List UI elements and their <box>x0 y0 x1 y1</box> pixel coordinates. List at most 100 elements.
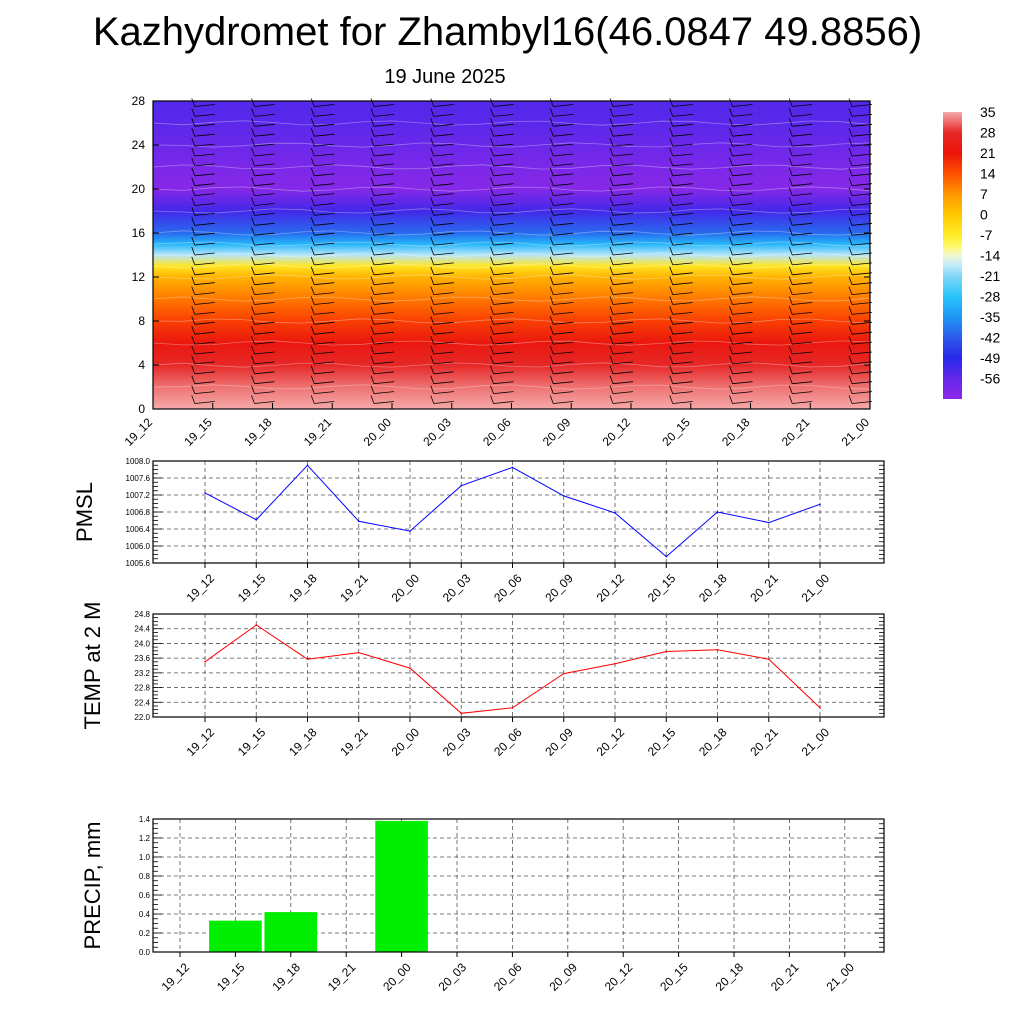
wind-barb <box>251 167 275 177</box>
wind-barb <box>788 187 813 196</box>
wind-barb <box>370 395 395 404</box>
wind-barb <box>669 256 693 266</box>
wind-barb <box>848 296 873 305</box>
wind-barb <box>549 306 574 315</box>
wind-barb <box>609 345 634 355</box>
x-tick-label: 20_15 <box>659 415 693 449</box>
wind-barb <box>490 236 514 246</box>
wind-barb <box>549 197 574 206</box>
wind-barb <box>251 207 275 216</box>
wind-barb <box>549 236 574 246</box>
colorbar-label: -7 <box>980 227 993 243</box>
wind-barb <box>669 98 693 107</box>
x-tick-label: 20_03 <box>440 571 474 605</box>
wind-barb <box>549 177 574 187</box>
wind-barb <box>430 108 454 117</box>
wind-barb <box>191 375 215 385</box>
wind-barb <box>490 296 514 305</box>
data-point <box>614 512 616 514</box>
precip-bar <box>375 820 428 952</box>
wind-barb <box>430 236 454 246</box>
y-tick-label: 0.0 <box>139 948 151 957</box>
wind-barb <box>490 276 514 286</box>
wind-barb <box>549 395 574 404</box>
wind-barb <box>191 306 215 315</box>
wind-barb <box>848 157 873 167</box>
wind-barb <box>251 316 275 325</box>
wind-barb <box>310 197 335 206</box>
wind-barb <box>430 137 454 147</box>
wind-barb <box>669 355 693 365</box>
y-tick-label: 24.4 <box>134 625 150 634</box>
wind-barb <box>848 266 873 276</box>
wind-barb <box>191 335 215 345</box>
x-tick-label: 20_00 <box>389 725 423 759</box>
wind-barb <box>788 256 813 266</box>
wind-barb <box>848 187 873 196</box>
y-tick-label: 4 <box>138 358 145 372</box>
wind-barb <box>549 326 574 335</box>
wind-barb <box>370 167 395 177</box>
wind-barb <box>609 187 634 196</box>
y-tick-label: 22.0 <box>134 713 150 722</box>
contour-line <box>152 120 871 126</box>
x-tick-label: 19_15 <box>214 960 248 994</box>
contour-line <box>152 186 871 192</box>
wind-barb <box>370 236 395 246</box>
wind-barb <box>310 335 335 345</box>
wind-barb <box>609 167 634 177</box>
wind-barb <box>370 128 395 137</box>
precip-bar <box>209 920 262 952</box>
x-tick-label: 19_18 <box>269 960 303 994</box>
wind-barb <box>490 177 514 187</box>
wind-barb <box>609 286 634 295</box>
wind-barb <box>251 256 275 266</box>
wind-barb <box>191 167 215 177</box>
wind-barb <box>370 147 395 157</box>
wind-barb <box>430 217 454 226</box>
wind-barb <box>669 167 693 177</box>
x-tick-label: 20_18 <box>713 960 747 994</box>
wind-barb <box>251 177 275 187</box>
heatmap-field <box>153 101 870 409</box>
x-tick-label: 20_09 <box>542 725 576 759</box>
wind-barb <box>669 395 693 404</box>
wind-barb <box>729 375 753 385</box>
wind-barb <box>191 256 215 266</box>
wind-barb <box>609 335 634 345</box>
y-tick-label: 1007.6 <box>126 474 151 483</box>
x-tick-label: 20_06 <box>480 415 514 449</box>
contour-line <box>152 296 871 302</box>
wind-barb <box>729 385 753 394</box>
wind-barb <box>251 246 275 256</box>
y-tick-label: 1007.2 <box>126 491 151 500</box>
wind-barb <box>549 335 574 345</box>
wind-barb <box>669 118 693 127</box>
wind-barb <box>729 286 753 295</box>
data-point <box>767 521 770 524</box>
y-tick-label: 8 <box>138 314 145 328</box>
wind-barb <box>549 355 574 365</box>
y-tick-label: 1.2 <box>139 834 151 843</box>
x-tick-label: 21_00 <box>823 960 857 994</box>
y-tick-label: 0 <box>138 402 145 416</box>
wind-barb <box>191 385 215 394</box>
x-tick-label: 19_15 <box>181 415 215 449</box>
y-tick-label: 24.8 <box>134 610 150 619</box>
wind-barb <box>310 147 335 157</box>
wind-barb <box>310 395 335 404</box>
wind-barb <box>549 345 574 355</box>
x-tick-label: 19_21 <box>337 725 371 759</box>
wind-barb <box>251 326 275 335</box>
wind-barb <box>490 128 514 137</box>
wind-barb <box>549 375 574 385</box>
y-tick-label: 1.0 <box>139 853 151 862</box>
wind-barb <box>848 286 873 295</box>
wind-barb <box>370 197 395 206</box>
x-tick-label: 20_09 <box>546 960 580 994</box>
wind-barb <box>609 316 634 325</box>
y-tick-label: 1006.4 <box>126 525 151 534</box>
data-point <box>614 662 616 665</box>
wind-barb <box>669 187 693 196</box>
wind-barb <box>729 326 753 335</box>
